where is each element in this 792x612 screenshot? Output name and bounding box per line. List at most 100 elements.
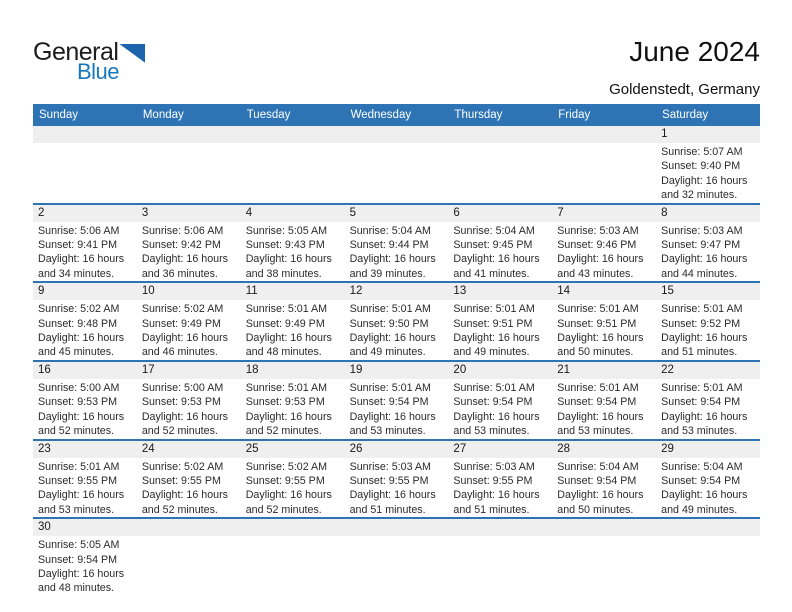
daylight-line2: and 46 minutes.: [141, 346, 218, 359]
daylight-line1: Daylight: 16 hours: [245, 410, 332, 423]
sunset-text: Sunset: 9:53 PM: [38, 396, 118, 409]
daylight-line2: and 53 minutes.: [557, 425, 634, 438]
day-number: [240, 126, 345, 143]
day-details: Sunrise: 5:06 AM Sunset: 9:41 PM Daylight:…: [33, 222, 137, 282]
daylight-line2: and 34 minutes.: [38, 267, 115, 280]
day-number: [33, 126, 137, 143]
sunset-text: Sunset: 9:43 PM: [245, 239, 325, 252]
day-cell: 4 Sunrise: 5:05 AM Sunset: 9:43 PM Daylight…: [240, 204, 345, 282]
day-number: 15: [656, 283, 760, 301]
general-blue-logo: General Blue: [33, 38, 146, 84]
sunrise-text: Sunrise: 5:05 AM: [38, 539, 120, 552]
daylight-line1: Daylight: 16 hours: [38, 567, 125, 580]
daylight-line1: Daylight: 16 hours: [453, 410, 540, 423]
empty-day-cell: [240, 519, 345, 596]
daylight-line2: and 49 minutes.: [661, 503, 738, 516]
sunset-text: Sunset: 9:52 PM: [661, 317, 741, 330]
logo-text-general: General: [33, 38, 119, 66]
day-number: [136, 519, 241, 537]
empty-day-cell: [344, 519, 449, 596]
day-number: 2: [33, 204, 137, 222]
sunset-text: Sunset: 9:53 PM: [141, 396, 221, 409]
sunset-text: Sunset: 9:41 PM: [38, 239, 118, 252]
sunrise-text: Sunrise: 5:02 AM: [245, 460, 328, 473]
day-number: 6: [448, 204, 553, 222]
sunrise-text: Sunrise: 5:01 AM: [245, 303, 328, 316]
sunrise-text: Sunrise: 5:01 AM: [661, 303, 743, 316]
sunset-text: Sunset: 9:54 PM: [349, 396, 429, 409]
day-cell: 23 Sunrise: 5:01 AM Sunset: 9:55 PM Dayligh…: [33, 440, 137, 518]
day-number: 17: [136, 361, 241, 379]
daylight-line1: Daylight: 16 hours: [661, 489, 748, 502]
day-cell: 25 Sunrise: 5:02 AM Sunset: 9:55 PM Dayligh…: [240, 440, 345, 518]
day-number: 14: [552, 283, 657, 301]
day-number: 19: [344, 361, 449, 379]
day-details: [448, 143, 552, 145]
day-details: Sunrise: 5:03 AM Sunset: 9:47 PM Daylight:…: [656, 222, 760, 282]
day-number: 29: [656, 440, 760, 458]
sunrise-text: Sunrise: 5:06 AM: [38, 224, 120, 237]
day-details: Sunrise: 5:05 AM Sunset: 9:43 PM Daylight:…: [241, 222, 345, 282]
day-cell: 13 Sunrise: 5:01 AM Sunset: 9:51 PM Dayligh…: [448, 283, 553, 360]
sunset-text: Sunset: 9:51 PM: [453, 317, 533, 330]
sunrise-text: Sunrise: 5:07 AM: [661, 146, 743, 158]
daylight-line1: Daylight: 16 hours: [38, 253, 125, 266]
day-details: Sunrise: 5:03 AM Sunset: 9:55 PM Daylight:…: [448, 458, 552, 518]
day-cell: 7 Sunrise: 5:03 AM Sunset: 9:46 PM Daylight…: [552, 204, 657, 282]
daylight-line2: and 41 minutes.: [453, 267, 530, 280]
sunset-text: Sunset: 9:55 PM: [245, 474, 325, 487]
day-cell: 5 Sunrise: 5:04 AM Sunset: 9:44 PM Daylight…: [344, 204, 449, 282]
empty-day-cell: [33, 126, 137, 203]
day-number: 11: [240, 283, 345, 301]
day-cell: 28 Sunrise: 5:04 AM Sunset: 9:54 PM Dayligh…: [552, 440, 657, 518]
week-row: 23 Sunrise: 5:01 AM Sunset: 9:55 PM Dayligh…: [33, 438, 760, 518]
daylight-line2: and 44 minutes.: [661, 267, 738, 280]
day-number: [656, 519, 760, 537]
weekday-header-row: Sunday Monday Tuesday Wednesday Thursday…: [33, 104, 760, 126]
sunrise-text: Sunrise: 5:04 AM: [349, 224, 431, 237]
sunrise-text: Sunrise: 5:04 AM: [557, 460, 639, 473]
sunrise-text: Sunrise: 5:01 AM: [245, 381, 328, 394]
day-details: [137, 536, 241, 538]
day-cell: 1 Sunrise: 5:07 AM Sunset: 9:40 PM Daylight…: [656, 126, 760, 203]
day-number: [552, 519, 657, 537]
logo-text-blue: Blue: [77, 59, 120, 84]
sunset-text: Sunset: 9:42 PM: [141, 239, 221, 252]
daylight-line1: Daylight: 16 hours: [141, 253, 228, 266]
day-details: [345, 536, 449, 538]
daylight-line2: and 51 minutes.: [661, 346, 738, 359]
day-number: 12: [344, 283, 449, 301]
day-number: 3: [136, 204, 241, 222]
day-details: [241, 143, 345, 145]
calendar-month-title: June 2024: [629, 36, 760, 67]
daylight-line1: Daylight: 16 hours: [38, 332, 125, 345]
day-number: 26: [344, 440, 449, 458]
day-details: [345, 143, 449, 145]
week-row: 9 Sunrise: 5:02 AM Sunset: 9:48 PM Daylight…: [33, 281, 760, 360]
daylight-line1: Daylight: 16 hours: [661, 332, 748, 345]
daylight-line1: Daylight: 16 hours: [557, 410, 644, 423]
day-number: 4: [240, 204, 345, 222]
daylight-line2: and 53 minutes.: [661, 425, 738, 438]
day-details: Sunrise: 5:04 AM Sunset: 9:44 PM Daylight:…: [345, 222, 449, 282]
sunset-text: Sunset: 9:55 PM: [141, 474, 221, 487]
sunset-text: Sunset: 9:49 PM: [141, 317, 221, 330]
daylight-line2: and 43 minutes.: [557, 267, 634, 280]
daylight-line2: and 49 minutes.: [453, 346, 530, 359]
day-details: Sunrise: 5:02 AM Sunset: 9:48 PM Daylight:…: [33, 300, 137, 360]
day-details: Sunrise: 5:06 AM Sunset: 9:42 PM Daylight:…: [137, 222, 241, 282]
daylight-line2: and 52 minutes.: [141, 503, 218, 516]
day-details: [448, 536, 552, 538]
day-number: [344, 126, 449, 143]
calendar-location: Goldenstedt, Germany: [609, 81, 760, 98]
day-details: [552, 536, 656, 538]
sunrise-text: Sunrise: 5:01 AM: [557, 381, 639, 394]
daylight-line1: Daylight: 16 hours: [245, 332, 332, 345]
day-cell: 2 Sunrise: 5:06 AM Sunset: 9:41 PM Daylight…: [33, 204, 137, 282]
daylight-line1: Daylight: 16 hours: [661, 174, 748, 187]
daylight-line2: and 53 minutes.: [453, 425, 530, 438]
sunset-text: Sunset: 9:44 PM: [349, 239, 429, 252]
daylight-line2: and 53 minutes.: [38, 503, 115, 516]
day-details: Sunrise: 5:01 AM Sunset: 9:54 PM Daylight:…: [552, 379, 656, 439]
weekday-monday: Monday: [142, 109, 184, 121]
